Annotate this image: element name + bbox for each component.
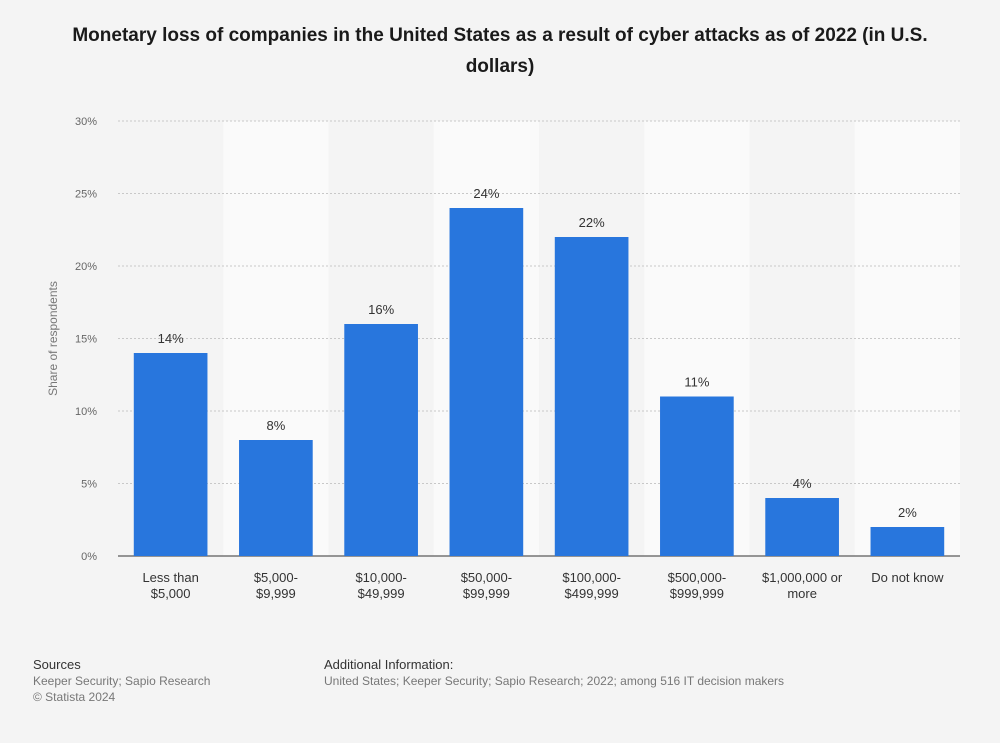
bar-value-label: 16%: [368, 302, 394, 317]
additional-info-text: United States; Keeper Security; Sapio Re…: [324, 674, 785, 688]
x-tick-label: $5,000-$9,999: [254, 570, 298, 601]
chart-title: Monetary loss of companies in the United…: [72, 25, 928, 77]
sources-heading: Sources: [33, 657, 81, 672]
x-tick-label: Less than $5,000: [142, 570, 198, 601]
bar-value-label: 2%: [898, 505, 917, 520]
bar-value-label: 11%: [684, 375, 709, 390]
x-tick-label: $500,000-$999,999: [668, 570, 727, 601]
bar: [239, 440, 313, 556]
sources-block: Sources Keeper Security; Sapio Research …: [33, 657, 210, 705]
x-tick-label: Do not know: [871, 570, 944, 585]
y-tick-label: 15%: [75, 334, 97, 346]
bar: [133, 353, 208, 556]
x-tick-label: $1,000,000 or more: [762, 570, 843, 601]
y-tick-label: 20%: [75, 261, 97, 273]
bar: [344, 324, 418, 556]
y-axis-label: Share of respondents: [46, 281, 60, 396]
x-tick-label: $100,000-$499,999: [562, 570, 621, 601]
y-tick-label: 25%: [75, 189, 97, 201]
sources-text: Keeper Security; Sapio Research: [33, 674, 211, 688]
bar-chart: 0% 5% 10% 15% 20% 25% 30% Share of respondents 1…: [46, 116, 960, 601]
y-tick-label: 10%: [75, 406, 97, 418]
bar-value-label: 22%: [579, 215, 605, 230]
y-tick-label: 5%: [81, 479, 97, 491]
x-tick-label: $10,000-$49,999: [355, 570, 406, 601]
bar-value-label: 24%: [473, 186, 499, 201]
copyright-text: © Statista 2024: [33, 690, 116, 704]
bar: [870, 527, 945, 556]
bar-value-label: 14%: [158, 331, 184, 346]
x-tick-label: $50,000-$99,999: [461, 570, 512, 601]
y-tick-label: 30%: [75, 116, 97, 128]
bar: [765, 498, 839, 556]
additional-info-block: Additional Information: United States; K…: [324, 657, 784, 689]
bar-value-label: 8%: [266, 418, 285, 433]
bar: [449, 208, 524, 556]
bar-value-label: 4%: [793, 476, 812, 491]
bar: [660, 396, 734, 556]
bar: [554, 237, 629, 556]
additional-info-heading: Additional Information:: [324, 657, 454, 672]
y-tick-label: 0%: [81, 551, 97, 563]
